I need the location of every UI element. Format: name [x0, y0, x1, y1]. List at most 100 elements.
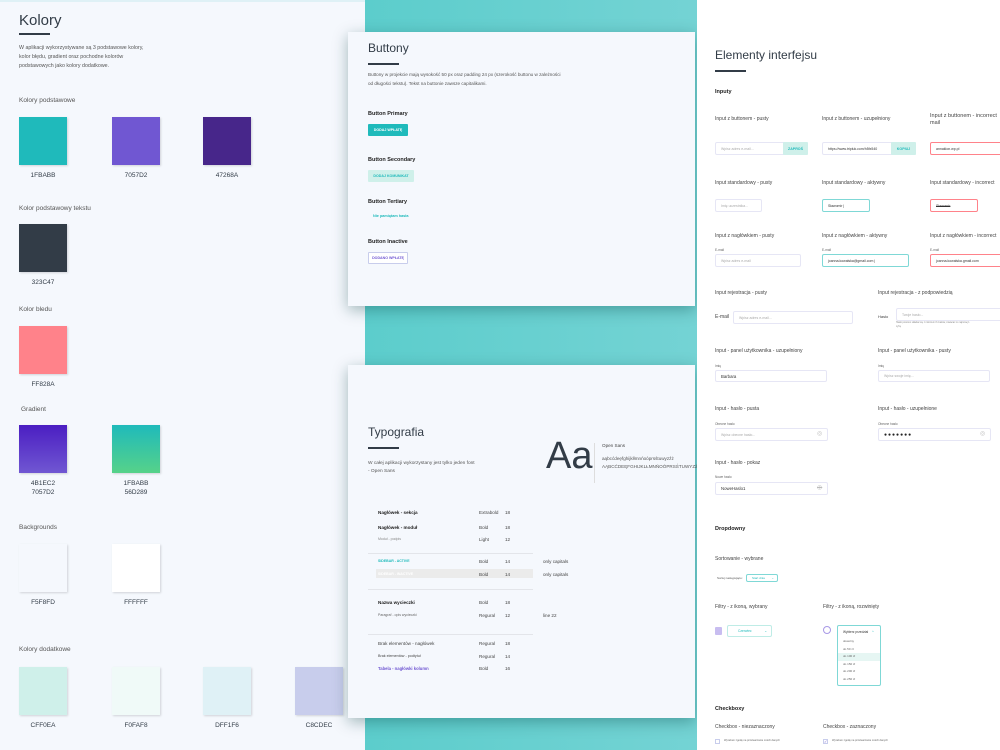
- field-label: Obecne hasło: [715, 422, 735, 426]
- sort-select[interactable]: Start dnia ⌄: [746, 574, 778, 582]
- typography-name: Brak elementów - podtytuł: [378, 654, 421, 658]
- checkbox-unchecked[interactable]: [715, 739, 720, 744]
- color-hex: 1FBABB 56D289: [123, 480, 149, 496]
- typography-size: 12: [505, 613, 511, 618]
- color-swatch: [19, 117, 67, 165]
- color-group-label: Backgrounds: [19, 524, 57, 531]
- buttons-title: Buttony: [368, 41, 409, 55]
- typography-name: SIDEBAR - INACTIVE: [378, 572, 414, 576]
- sort-value: Start dnia: [752, 576, 765, 580]
- color-group-label: Gradient: [21, 406, 46, 413]
- month-filter-select[interactable]: Czerwiec ⌄: [727, 625, 772, 637]
- price-dropdown-header[interactable]: Wybierz przedział ^: [838, 626, 880, 638]
- current-password-input[interactable]: Wpisz obecne hasło...: [715, 428, 828, 441]
- inactive-button[interactable]: DODANO WPŁATĘ: [368, 252, 408, 264]
- divider: [368, 634, 533, 635]
- label: Input z nagłówkiem - incorrect: [930, 233, 997, 239]
- participant-input[interactable]: Imię uczestnika...: [715, 199, 762, 212]
- invite-button[interactable]: ZAPROŚ: [783, 142, 808, 155]
- colors-panel: Kolory W aplikacji wykorzystywane są 3 p…: [0, 0, 365, 750]
- typography-size: 14: [505, 559, 511, 564]
- color-hex: FFFFFF: [124, 599, 148, 606]
- divider: [594, 443, 595, 483]
- primary-button[interactable]: DODAJ WPŁATĘ: [368, 124, 408, 136]
- checkbox-text: Wyrażam zgodę na przetwarzanie moich dan…: [832, 739, 888, 742]
- incorrect-email-input[interactable]: annaklon.wp.pl: [930, 142, 1000, 155]
- color-swatch: [112, 425, 160, 473]
- label: Input standardowy - aktywny: [822, 180, 886, 186]
- color-hex: 4B1EC2 7057D2: [30, 480, 56, 496]
- typography-name: Paragraf - opis wycieczki: [378, 613, 417, 617]
- typography-note: line 22: [543, 613, 557, 618]
- typography-weight: Bold: [479, 600, 489, 605]
- checkbox-checked[interactable]: ✓: [823, 739, 828, 744]
- typography-size: 12: [505, 537, 511, 542]
- email-input-incorrect[interactable]: joanna.kowalska.gmail.com: [930, 254, 1000, 267]
- title-underline: [715, 70, 746, 72]
- field-label: E-mail: [822, 248, 832, 252]
- secondary-button[interactable]: DODAJ KOMUNIKAT: [368, 170, 414, 182]
- typography-weight: Regural: [479, 613, 496, 618]
- typography-card: Typografia W całej aplikacji wykorzystan…: [348, 365, 701, 718]
- color-swatch: [19, 326, 67, 374]
- color-hex: F0FAF8: [124, 722, 148, 729]
- sort-by-label: Sortuj następująco:: [717, 576, 743, 580]
- dropdown-option[interactable]: do 200 zł: [843, 669, 856, 673]
- dropdown-option[interactable]: do 250 zł: [843, 676, 856, 681]
- primary-label: Button Primary: [368, 111, 408, 117]
- typography-description-2: - Open Sans: [368, 469, 395, 474]
- eye-off-icon[interactable]: ◎: [817, 485, 823, 491]
- typography-weight: Light: [479, 537, 489, 542]
- label: Sortowanie - wybrane: [715, 556, 764, 562]
- price-dropdown-open[interactable]: Wybierz przedział ^ dowolny do 50 zł do 100…: [837, 625, 881, 686]
- checkboxes-heading: Checkboxy: [715, 706, 745, 712]
- chevron-down-icon: ⌄: [771, 576, 774, 580]
- dropdown-option[interactable]: do 150 zł: [843, 661, 856, 666]
- title-underline: [368, 63, 399, 65]
- typography-size: 18: [505, 525, 511, 530]
- typography-weight: Bold: [479, 525, 489, 530]
- tertiary-button[interactable]: Nie pamiętam hasła: [373, 214, 409, 218]
- alphabet-lower: aąbcćdeęfghijklłmnńoóprsśtuwyzźż: [602, 456, 674, 461]
- email-input-active[interactable]: joanna.kowalska@gmail.com |: [822, 254, 909, 267]
- label: Input - panel użytkownika - uzupełniony: [715, 348, 803, 354]
- dropdown-option[interactable]: do 100 zł: [838, 653, 880, 661]
- field-label: Imię: [715, 364, 722, 368]
- dropdowns-heading: Dropdowny: [715, 526, 746, 532]
- font-name: Open Sans: [602, 443, 625, 448]
- label: Input rejestracja - z podpowiedzią: [878, 290, 953, 296]
- active-input[interactable]: Sławomir |: [822, 199, 870, 212]
- label: Input z nagłówkiem - pusty: [715, 233, 775, 239]
- color-group-label: Kolor podstawowy tekstu: [19, 205, 91, 212]
- email-input[interactable]: Wpisz adres e-mail: [715, 254, 801, 267]
- current-password-filled[interactable]: ●●●●●●●: [878, 428, 991, 441]
- password-hint-2: cyfrę: [896, 326, 901, 328]
- copy-button[interactable]: KOPIUJ: [891, 142, 916, 155]
- eye-icon[interactable]: ◎: [817, 431, 823, 437]
- incorrect-input[interactable]: Sławomir: [930, 199, 978, 212]
- new-password-input[interactable]: NoweHaslo1: [715, 482, 828, 495]
- dropdown-option[interactable]: dowolny: [843, 639, 855, 643]
- color-swatch: [19, 544, 67, 592]
- label: Input rejestracja - pusty: [715, 290, 767, 296]
- label: Input z buttonem - pusty: [715, 116, 769, 122]
- name-input-filled[interactable]: Barbara: [715, 370, 827, 382]
- typography-size: 18: [505, 510, 511, 515]
- buttons-description-2: od długości tekstu). Tekst na buttonie z…: [368, 81, 487, 86]
- eye-icon[interactable]: ◎: [980, 431, 986, 437]
- label: Checkbox - niezaznaczony: [715, 724, 775, 730]
- dropdown-option[interactable]: do 50 zł: [843, 646, 854, 651]
- registration-email-input[interactable]: Wpisz adres e-mail...: [733, 311, 853, 324]
- name-input-empty[interactable]: Wpisz swoje imię...: [878, 370, 990, 382]
- colors-description-2: kolor błędu, gradient oraz pochodne kolo…: [19, 54, 124, 60]
- colors-description-3: podstawowych jako kolory dodatkowe.: [19, 63, 110, 69]
- typography-size: 14: [505, 572, 511, 577]
- color-group-label: Kolory podstawowe: [19, 97, 76, 104]
- typography-weight: Extrabold: [479, 510, 499, 515]
- typography-weight: Bold: [479, 666, 489, 671]
- typography-weight: Regural: [479, 654, 496, 659]
- registration-password-input[interactable]: Twoje hasło...: [896, 308, 1000, 321]
- color-hex: 1FBABB: [30, 172, 56, 179]
- typography-weight: Bold: [479, 572, 489, 577]
- divider: [368, 589, 533, 590]
